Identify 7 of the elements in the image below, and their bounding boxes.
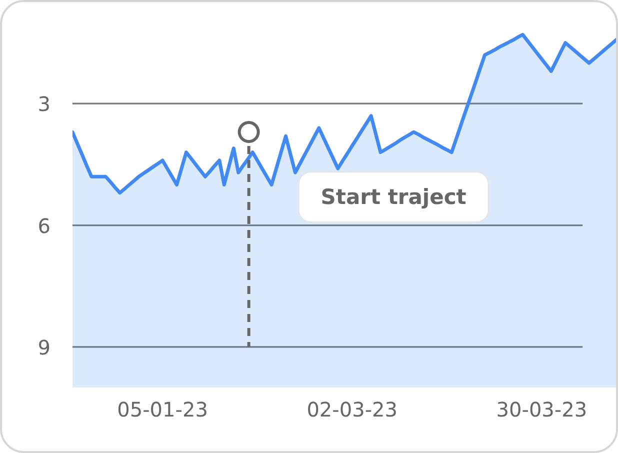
y-tick-label: 6 xyxy=(38,214,51,238)
y-tick-label: 9 xyxy=(38,335,51,360)
x-tick-label: 02-03-23 xyxy=(306,398,398,422)
x-tick-label: 05-01-23 xyxy=(117,398,208,422)
x-tick-label: 30-03-23 xyxy=(496,398,588,422)
y-tick-label: 3 xyxy=(38,92,51,116)
annotation: Start traject xyxy=(320,184,466,209)
